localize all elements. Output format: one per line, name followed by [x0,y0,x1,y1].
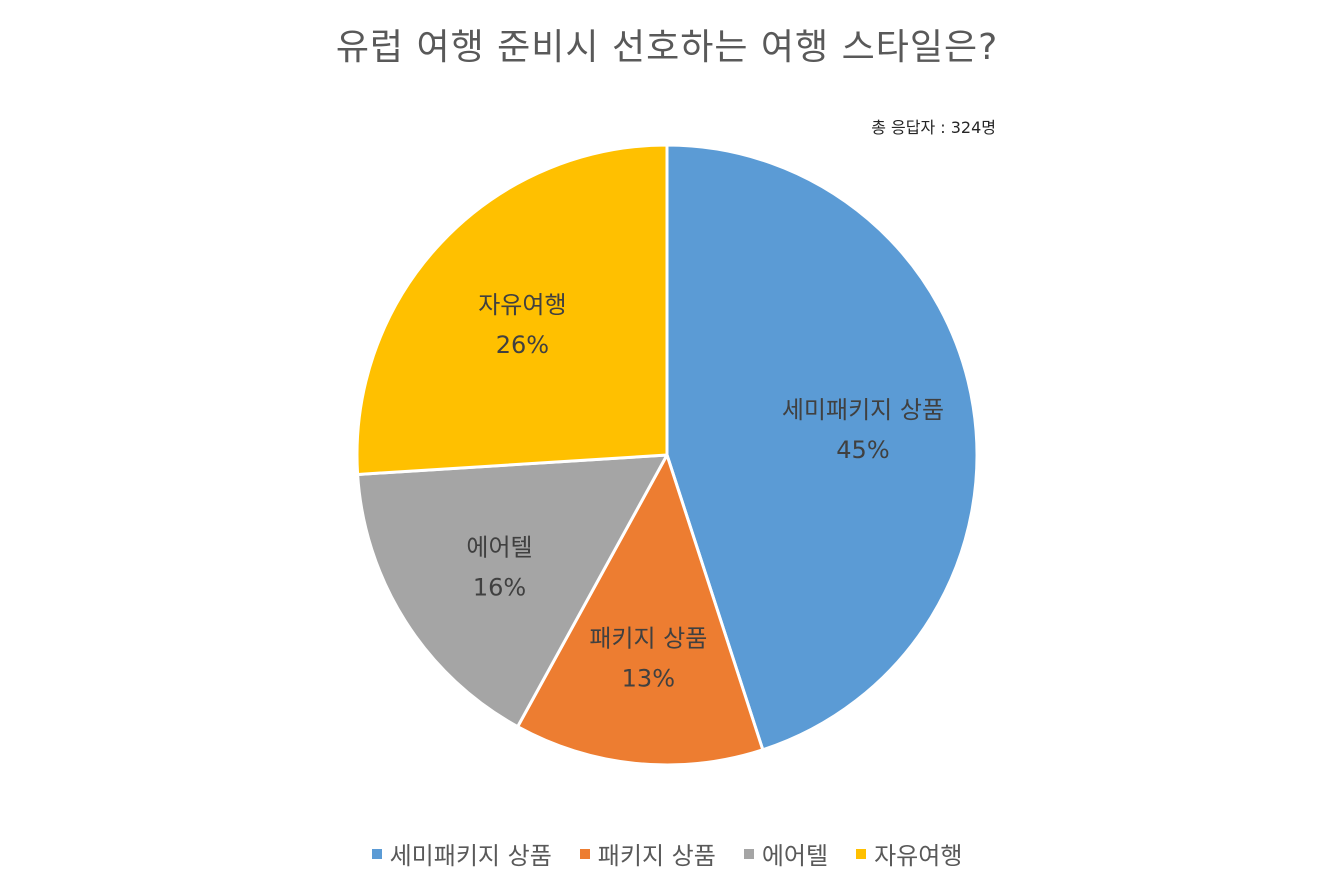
legend-item-3: 에어텔 [743,836,829,871]
pie-slice-3 [356,453,669,729]
legend-item-4: 자유여행 [856,836,962,871]
chart-title: 유럽 여행 준비시 선호하는 여행 스타일은? [335,27,999,68]
slice-label-4: 자유여행 [478,291,566,319]
slice-percent-4: 26% [496,331,549,359]
legend-swatch-4 [856,848,867,859]
slice-label-2: 패키지 상품 [589,625,707,653]
pie-slice-2 [516,453,765,767]
slice-percent-3: 16% [473,573,526,601]
legend-swatch-1 [371,848,382,859]
legend-label-3: 에어텔 [761,842,829,870]
legend: 세미패키지 상품 패키지 상품 에어텔 자유여행 [0,836,1334,871]
legend-swatch-2 [579,848,590,859]
legend-label-1: 세미패키지 상품 [389,842,552,870]
legend-swatch-3 [743,848,754,859]
legend-label-4: 자유여행 [874,842,963,870]
pie-slice-4 [355,143,669,476]
legend-item-2: 패키지 상품 [579,836,716,871]
slice-percent-2: 13% [622,665,675,693]
respondent-count-note: 총 응답자 : 324명 [871,118,996,137]
pie-slice-1 [665,143,979,752]
legend-item-1: 세미패키지 상품 [371,836,552,871]
slice-percent-1: 45% [836,436,889,464]
legend-label-2: 패키지 상품 [597,842,716,870]
slice-label-1: 세미패키지 상품 [782,396,944,424]
slice-label-3: 에어텔 [466,533,532,561]
